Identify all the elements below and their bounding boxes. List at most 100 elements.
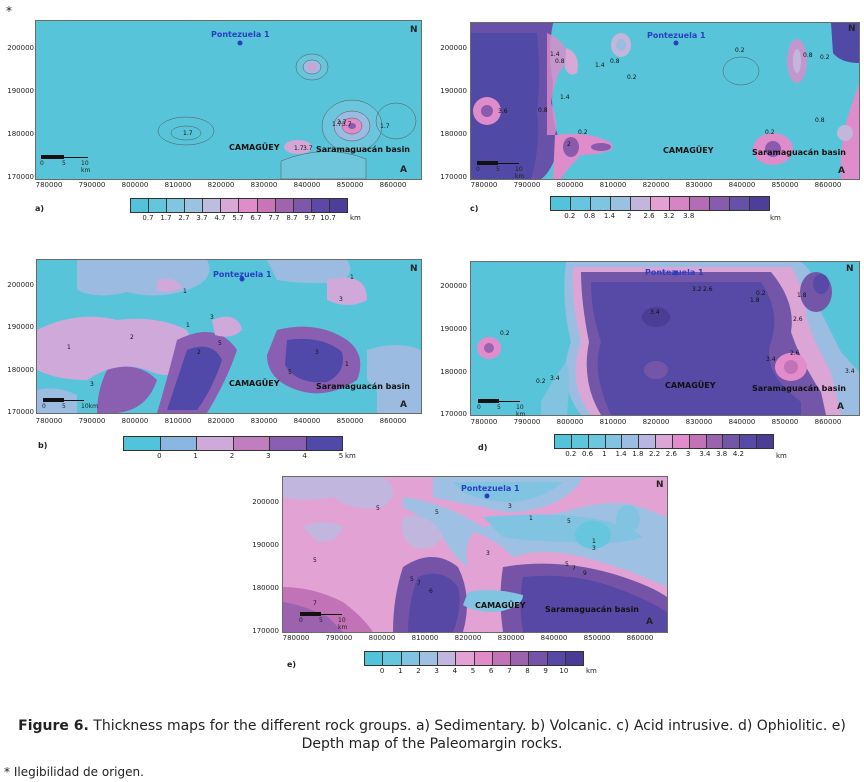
caption-figure-number: Figure 6.: [18, 718, 89, 734]
xtick-a-7: 850000: [336, 181, 364, 189]
colorbar-c-swatch: [690, 197, 711, 210]
contour-label-a-4: 1.7: [332, 121, 342, 128]
contour-label-a-3: 1.7: [380, 123, 390, 130]
colorbar-d-tick: 1.8: [632, 450, 644, 458]
colorbar-e-tick: 3: [434, 667, 439, 675]
colorbar-d-swatch: [723, 435, 741, 448]
city-label-e: CAMAGÜEY: [475, 601, 526, 610]
ytick-b-2: 180000: [7, 366, 34, 374]
colorbar-d-tick: 2.2: [649, 450, 661, 458]
north-arrow-c-icon: N: [848, 24, 856, 34]
xtick-c-1: 790000: [513, 181, 541, 189]
contour-label-e-5: 3: [486, 550, 490, 557]
xtick-b-5: 830000: [250, 417, 278, 425]
corner-label-e: A: [646, 617, 653, 627]
colorbar-a: [130, 198, 348, 213]
contour-label-c-8: 0.2: [765, 129, 775, 136]
xtick-e-4: 820000: [454, 634, 482, 642]
well-label-d: Pontezuela 1: [645, 268, 704, 277]
well-label-b: Pontezuela 1: [213, 270, 272, 279]
panel-label-d: d): [478, 443, 488, 452]
basin-label-b: Saramaguacán basin: [316, 382, 411, 391]
ytick-d-1: 190000: [440, 325, 467, 333]
xtick-d-7: 850000: [771, 418, 799, 426]
colorbar-c-tick: 2: [627, 212, 632, 220]
contour-label-c-4: 0.2: [627, 74, 637, 81]
map-e-svg: [283, 477, 667, 632]
colorbar-e-tick: 0: [379, 667, 385, 675]
colorbar-c-tick: 3.8: [683, 212, 695, 220]
contour-label-e-10: 5: [313, 557, 317, 564]
colorbar-c-swatch: [630, 197, 651, 210]
contour-label-c-11: 0.2: [820, 54, 830, 61]
xtick-d-4: 820000: [642, 418, 670, 426]
colorbar-d-tick: 1.4: [615, 450, 627, 458]
contour-label-d-8: 3.4: [766, 356, 776, 363]
colorbar-a-swatch: [167, 199, 186, 212]
scale-d-t2: 10 km: [516, 404, 526, 418]
colorbar-b-swatch: [233, 437, 270, 450]
colorbar-e-swatch: [383, 652, 402, 665]
xtick-a-2: 800000: [121, 181, 149, 189]
city-label-a: CAMAGÜEY: [229, 143, 280, 152]
contour-label-c-12: 0.2: [735, 47, 745, 54]
colorbar-e-tick: 4: [452, 667, 458, 675]
city-label-d: CAMAGÜEY: [665, 381, 716, 390]
colorbar-d-tick: 3.4: [699, 450, 711, 458]
contour-label-d-11: 3.4: [550, 375, 560, 382]
xtick-d-5: 830000: [685, 418, 713, 426]
colorbar-d-swatch: [555, 435, 572, 448]
colorbar-b-swatch: [160, 437, 197, 450]
colorbar-e-swatch: [547, 652, 566, 665]
xtick-c-5: 830000: [685, 181, 713, 189]
ytick-c-2: 180000: [440, 130, 467, 138]
contour-label-a-1: 1.7: [294, 145, 304, 152]
well-label-c: Pontezuela 1: [647, 31, 706, 40]
xtick-e-7: 850000: [583, 634, 611, 642]
contour-label-d-9: 2.6: [790, 350, 800, 357]
colorbar-c-tick: 0.2: [564, 212, 576, 220]
contour-label-b-3: 2: [130, 334, 134, 341]
caption-text: Thickness maps for the different rock gr…: [88, 718, 846, 752]
xtick-e-8: 860000: [626, 634, 654, 642]
colorbar-a-swatch: [131, 199, 150, 212]
xtick-a-5: 830000: [250, 181, 278, 189]
corner-label-d: A: [837, 402, 844, 412]
scale-a-t0: 0: [40, 160, 44, 167]
xtick-a-1: 790000: [78, 181, 106, 189]
ytick-e-1: 190000: [252, 541, 279, 549]
ytick-b-0: 200000: [7, 281, 34, 289]
xtick-a-4: 820000: [207, 181, 235, 189]
colorbar-a-tick: 4.7: [214, 214, 226, 222]
colorbar-b: [123, 436, 343, 451]
colorbar-d-swatch: [639, 435, 657, 448]
colorbar-d-swatch: [605, 435, 623, 448]
map-c-svg: [471, 23, 859, 179]
scale-c-t2: 10 km: [515, 166, 525, 180]
contour-label-b-4: 3: [90, 381, 94, 388]
contour-label-c-10: 0.8: [815, 117, 825, 124]
contour-label-c-1: 0.8: [555, 58, 565, 65]
contour-label-e-2: 3: [508, 503, 512, 510]
ytick-c-3: 170000: [440, 173, 467, 181]
north-arrow-b-icon: N: [410, 264, 418, 274]
contour-label-e-6: 5: [410, 576, 414, 583]
scale-c-t0: 0: [476, 166, 480, 173]
colorbar-c-unit: km: [770, 214, 781, 222]
colorbar-d-swatch: [706, 435, 724, 448]
ytick-a-1: 190000: [7, 87, 34, 95]
colorbar-a-swatch: [185, 199, 204, 212]
contour-label-d-5: 1.8: [750, 297, 760, 304]
colorbar-b-swatch: [197, 437, 234, 450]
colorbar-e-swatch: [365, 652, 384, 665]
xtick-b-2: 800000: [121, 417, 149, 425]
colorbar-d-swatch: [571, 435, 589, 448]
colorbar-e-tick: 8: [525, 667, 530, 675]
ytick-b-3: 170000: [7, 408, 34, 416]
basin-label-a: Saramaguacán basin: [316, 145, 411, 154]
contour-label-d-2: 3.2: [692, 286, 702, 293]
colorbar-e-swatch: [438, 652, 457, 665]
colorbar-c-swatch: [710, 197, 731, 210]
footnote: * Ilegibilidad de origen.: [4, 765, 144, 779]
well-label-a: Pontezuela 1: [211, 30, 270, 39]
